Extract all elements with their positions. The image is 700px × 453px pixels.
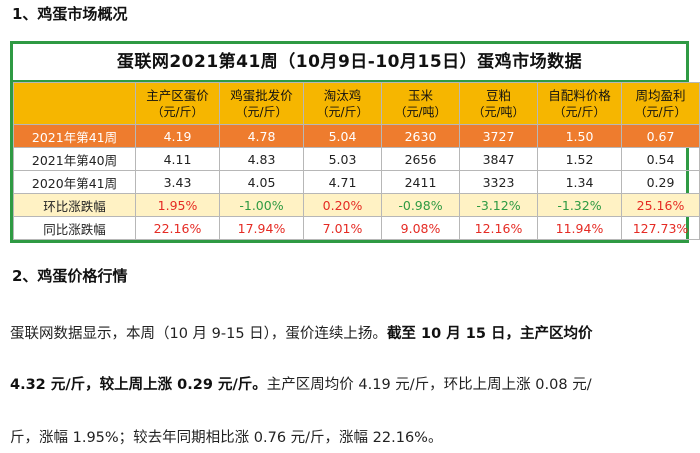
- table-row: 环比涨跌幅 1.95% -1.00% 0.20% -0.98% -3.12% -…: [14, 194, 700, 217]
- paragraph-line: 蛋联网数据显示，本周（10 月 9-15 日），蛋价连续上扬。截至 10 月 1…: [10, 322, 696, 343]
- table-row: 2020年第41周 3.43 4.05 4.71 2411 3323 1.34 …: [14, 171, 700, 194]
- row-label: 2021年第40周: [14, 148, 136, 171]
- table-cell: 7.01%: [304, 217, 382, 240]
- table-cell: 5.03: [304, 148, 382, 171]
- table-cell: 4.78: [220, 125, 304, 148]
- row-label: 同比涨跌幅: [14, 217, 136, 240]
- section-2-title: 2、鸡蛋价格行情: [12, 265, 127, 286]
- table-row: 同比涨跌幅 22.16% 17.94% 7.01% 9.08% 12.16% 1…: [14, 217, 700, 240]
- table-row: 2021年第40周 4.11 4.83 5.03 2656 3847 1.52 …: [14, 148, 700, 171]
- table-cell: 0.29: [622, 171, 700, 194]
- table-cell: 3323: [460, 171, 538, 194]
- table-cell: 11.94%: [538, 217, 622, 240]
- table-cell: 0.20%: [304, 194, 382, 217]
- table-cell: 5.04: [304, 125, 382, 148]
- column-header: 豆粕 （元/吨）: [460, 83, 538, 125]
- paragraph-line: 4.32 元/斤，较上周上涨 0.29 元/斤。主产区周均价 4.19 元/斤，…: [10, 373, 696, 394]
- table-cell: -0.98%: [382, 194, 460, 217]
- bold-text: 截至 10 月 15 日，主产区均价: [387, 326, 593, 342]
- table-cell: -1.32%: [538, 194, 622, 217]
- table-cell: 2411: [382, 171, 460, 194]
- data-grid: 主产区蛋价 （元/斤） 鸡蛋批发价 （元/斤） 淘汰鸡 （元/斤） 玉米 （元/吨） 豆…: [13, 82, 700, 240]
- column-header: 玉米 （元/吨）: [382, 83, 460, 125]
- column-header: 周均盈利 （元/斤）: [622, 83, 700, 125]
- market-data-table: 蛋联网2021第41周（10月9日-10月15日）蛋鸡市场数据 主产区蛋价 （元/…: [10, 41, 689, 243]
- table-cell: 2656: [382, 148, 460, 171]
- table-cell: 25.16%: [622, 194, 700, 217]
- table-cell: -3.12%: [460, 194, 538, 217]
- table-cell: 2630: [382, 125, 460, 148]
- row-label: 2021年第41周: [14, 125, 136, 148]
- table-cell: 1.95%: [136, 194, 220, 217]
- table-cell: 17.94%: [220, 217, 304, 240]
- table-cell: -1.00%: [220, 194, 304, 217]
- table-cell: 0.67: [622, 125, 700, 148]
- table-cell: 0.54: [622, 148, 700, 171]
- table-cell: 4.83: [220, 148, 304, 171]
- table-cell: 3727: [460, 125, 538, 148]
- column-header: 自配料价格 （元/斤）: [538, 83, 622, 125]
- table-cell: 22.16%: [136, 217, 220, 240]
- header-row: 主产区蛋价 （元/斤） 鸡蛋批发价 （元/斤） 淘汰鸡 （元/斤） 玉米 （元/吨） 豆…: [14, 83, 700, 125]
- table-cell: 1.50: [538, 125, 622, 148]
- column-header: 主产区蛋价 （元/斤）: [136, 83, 220, 125]
- table-cell: 3847: [460, 148, 538, 171]
- table-cell: 3.43: [136, 171, 220, 194]
- table-cell: 9.08%: [382, 217, 460, 240]
- table-cell: 1.52: [538, 148, 622, 171]
- row-label: 2020年第41周: [14, 171, 136, 194]
- table-cell: 127.73%: [622, 217, 700, 240]
- table-cell: 4.05: [220, 171, 304, 194]
- corner-cell: [14, 83, 136, 125]
- paragraph-line: 斤，涨幅 1.95%；较去年同期相比涨 0.76 元/斤，涨幅 22.16%。: [10, 426, 696, 447]
- column-header: 鸡蛋批发价 （元/斤）: [220, 83, 304, 125]
- body-text: 蛋联网数据显示，本周（10 月 9-15 日），蛋价连续上扬。: [10, 326, 387, 342]
- table-cell: 4.71: [304, 171, 382, 194]
- body-text: 主产区周均价 4.19 元/斤，环比上周上涨 0.08 元/: [267, 377, 592, 393]
- bold-text: 4.32 元/斤，较上周上涨 0.29 元/斤。: [10, 377, 267, 393]
- section-1-title: 1、鸡蛋市场概况: [12, 3, 127, 24]
- table-title: 蛋联网2021第41周（10月9日-10月15日）蛋鸡市场数据: [13, 44, 686, 82]
- column-header: 淘汰鸡 （元/斤）: [304, 83, 382, 125]
- body-text: 斤，涨幅 1.95%；较去年同期相比涨 0.76 元/斤，涨幅 22.16%。: [10, 430, 442, 446]
- table-cell: 4.19: [136, 125, 220, 148]
- table-cell: 12.16%: [460, 217, 538, 240]
- table-row: 2021年第41周 4.19 4.78 5.04 2630 3727 1.50 …: [14, 125, 700, 148]
- table-cell: 4.11: [136, 148, 220, 171]
- row-label: 环比涨跌幅: [14, 194, 136, 217]
- table-cell: 1.34: [538, 171, 622, 194]
